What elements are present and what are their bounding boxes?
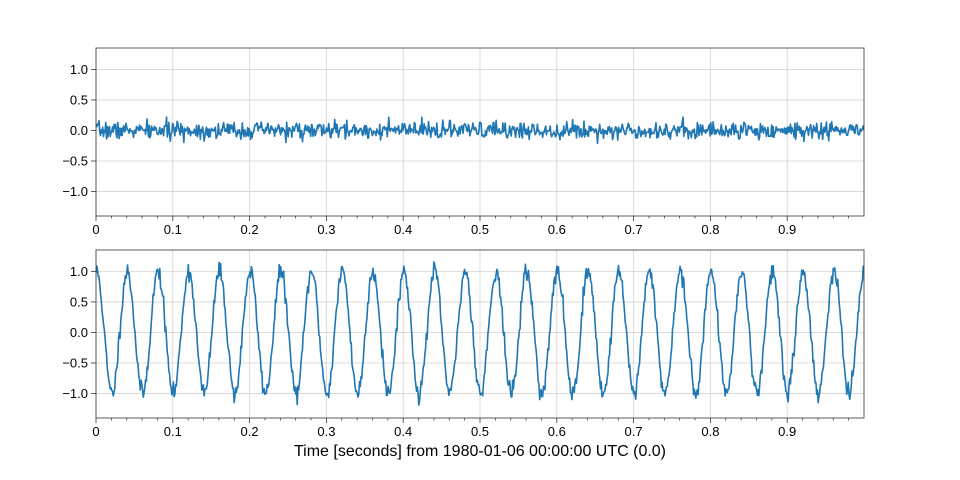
x-tick-label: 0.1 (164, 222, 182, 237)
x-tick-label: 0.4 (394, 424, 412, 439)
x-tick-label: 0.6 (548, 424, 566, 439)
series-line (96, 261, 864, 406)
y-tick-label: −1.0 (62, 184, 88, 199)
y-tick-label: 0.0 (70, 325, 88, 340)
x-tick-label: 0.2 (241, 424, 259, 439)
y-tick-label: −0.5 (62, 356, 88, 371)
y-tick-label: 0.5 (70, 92, 88, 107)
x-tick-label: 0.7 (625, 222, 643, 237)
y-tick-label: 1.0 (70, 264, 88, 279)
x-tick-label: 0.8 (701, 424, 719, 439)
top-plot-panel: 0 0.1 0.2 0.3 0.4 0.5 0.6 0.7 0.8 0.9 −1.0 −0.5 0.0 0… (62, 47, 865, 237)
x-tick-label: 0.5 (471, 222, 489, 237)
y-tick-label: 0.0 (70, 123, 88, 138)
x-tick-label: 0.5 (471, 424, 489, 439)
x-tick-label: 0.3 (317, 222, 335, 237)
x-tick-label: 0.6 (548, 222, 566, 237)
x-tick-label: 0.9 (778, 424, 796, 439)
x-tick-label: 0 (92, 222, 99, 237)
bottom-plot-panel: 0 0.1 0.2 0.3 0.4 0.5 0.6 0.7 0.8 0.9 −1.0 −0.5 0.0 0… (62, 249, 865, 439)
x-tick-label: 0 (92, 424, 99, 439)
x-axis-label: Time [seconds] from 1980-01-06 00:00:00 … (294, 443, 666, 460)
y-tick-label: 0.5 (70, 294, 88, 309)
y-tick-label: −1.0 (62, 386, 88, 401)
x-tick-label: 0.1 (164, 424, 182, 439)
series-line (96, 116, 864, 145)
x-tick-label: 0.8 (701, 222, 719, 237)
x-tick-label: 0.7 (625, 424, 643, 439)
y-tick-label: −0.5 (62, 154, 88, 169)
x-tick-label: 0.3 (317, 424, 335, 439)
y-tick-label: 1.0 (70, 62, 88, 77)
x-tick-label: 0.2 (241, 222, 259, 237)
x-tick-label: 0.9 (778, 222, 796, 237)
x-tick-label: 0.4 (394, 222, 412, 237)
